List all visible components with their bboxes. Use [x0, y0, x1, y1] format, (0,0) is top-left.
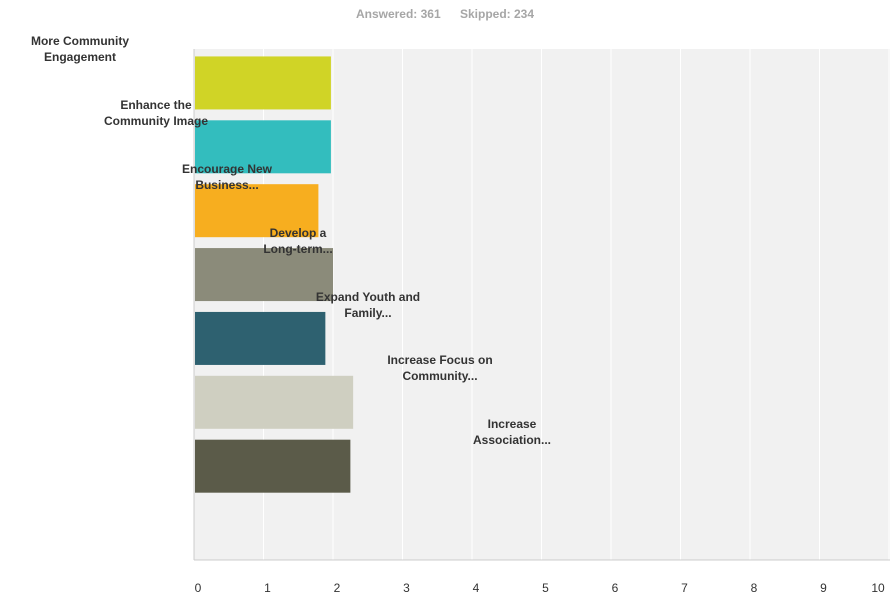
skipped-count: Skipped: 234: [460, 7, 535, 21]
category-label: Increase Association...: [427, 416, 597, 448]
x-tick-label: 0: [195, 581, 202, 595]
category-label-line: Long-term...: [263, 241, 333, 256]
category-label-line: Association...: [472, 433, 552, 448]
x-tick-label: 1: [264, 581, 271, 595]
x-tick-label: 9: [820, 581, 827, 595]
category-label: Increase Focus on Community...: [355, 352, 525, 384]
category-label-line: Engagement: [43, 50, 116, 64]
category-label: Expand Youth and Family...: [283, 289, 453, 321]
category-label-line: Expand Youth and: [315, 289, 421, 304]
category-label: Enhance the Community Image: [71, 97, 241, 129]
x-tick-label: 4: [473, 581, 480, 595]
bar: [195, 56, 331, 110]
bar: [195, 248, 333, 302]
x-tick-label: 3: [403, 581, 410, 595]
x-tick-label: 2: [334, 581, 341, 595]
category-label-line: Enhance the: [120, 97, 192, 112]
category-label: More Community Engagement: [0, 33, 165, 65]
bar: [195, 120, 331, 174]
category-label-line: Increase Focus on: [387, 353, 493, 368]
x-tick-label: 8: [751, 581, 758, 595]
x-tick-label: 10: [871, 581, 885, 595]
category-label-line: Encourage New: [181, 161, 273, 176]
bar: [195, 439, 351, 493]
category-label-line: More Community: [30, 34, 129, 48]
category-label-line: Business...: [195, 177, 259, 192]
answered-count: Answered: 361: [355, 7, 441, 21]
response-summary: Answered: 361 Skipped: 234: [0, 7, 890, 21]
bar: [195, 184, 319, 238]
category-label-line: Community Image: [103, 113, 208, 128]
x-tick-label: 7: [681, 581, 688, 595]
x-tick-label: 6: [612, 581, 619, 595]
bar: [195, 311, 326, 365]
category-label: Develop a Long-term...: [213, 225, 383, 257]
bar: [195, 375, 354, 429]
category-label: Encourage New Business...: [142, 161, 312, 193]
category-label-line: Increase: [487, 417, 537, 432]
category-label-line: Family...: [344, 305, 392, 320]
category-label-line: Community...: [402, 369, 478, 384]
x-tick-label: 5: [542, 581, 549, 595]
category-label-line: Develop a: [269, 225, 327, 240]
